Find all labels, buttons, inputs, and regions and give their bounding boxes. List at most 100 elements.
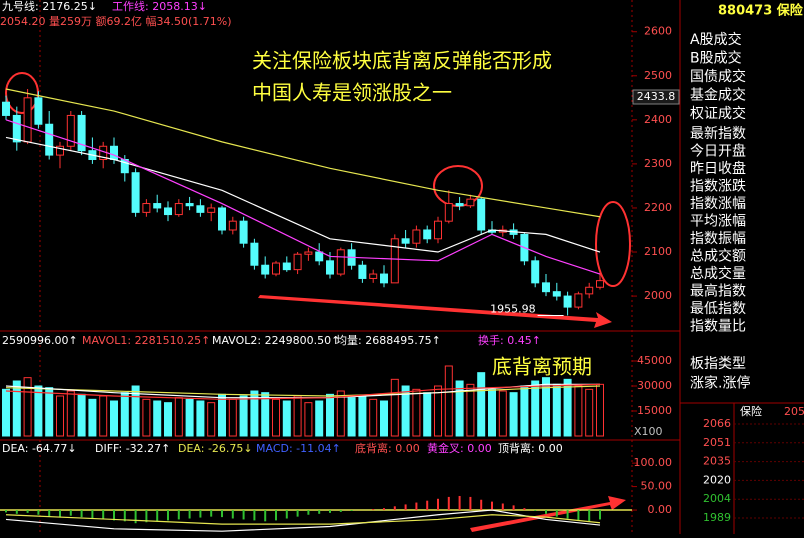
menu-item[interactable]: 平均涨幅 (690, 214, 746, 230)
menu-item[interactable]: 总成交量 (690, 265, 746, 282)
volume-bar (520, 385, 529, 437)
volume-bar (434, 385, 442, 437)
candle-body (412, 229, 421, 244)
menu-item[interactable]: A股成交 (690, 31, 742, 48)
current-price: 2433.8 (637, 90, 676, 103)
menu-item[interactable]: B股成交 (690, 50, 742, 67)
y-tick-label: 0.00 (648, 503, 673, 516)
info-text: DIFF: -32.27↑ (95, 442, 170, 455)
candle-body (423, 229, 432, 240)
candle-body (326, 260, 334, 275)
trend-arrow (470, 496, 626, 532)
volume-bar (66, 390, 75, 437)
volume-bar (412, 388, 421, 437)
annotation: 底背离预期 (492, 355, 592, 379)
menu-item[interactable]: 涨家.涨停 (690, 375, 750, 392)
line-series (5, 509, 601, 532)
candle-body (174, 203, 183, 216)
volume-bar (12, 380, 21, 437)
candle-body (164, 207, 172, 216)
info-text: 换手: 0.45↑ (478, 333, 541, 347)
info-text: 工作线: 2058.13↓ (112, 0, 207, 13)
volume-bar (315, 400, 324, 437)
volume-bar (174, 397, 183, 437)
menu-item[interactable]: 最低指数 (690, 301, 746, 317)
volume-bar (423, 392, 432, 437)
line-series (5, 383, 601, 400)
y-tick-label: 15000 (637, 404, 672, 417)
menu-item[interactable]: 基金成交 (690, 87, 746, 104)
volume-bar (552, 383, 561, 437)
candle-body (477, 198, 486, 231)
menu-item[interactable]: 指数振幅 (690, 231, 746, 247)
volume-bar (380, 400, 388, 437)
candle-body (455, 203, 464, 207)
info-text: DEA: -26.75↓ (178, 442, 253, 455)
volume-bar (250, 390, 259, 437)
menu-item[interactable]: 昨日收盘 (690, 160, 746, 177)
volume-bar (153, 400, 162, 437)
volume-bar (2, 388, 10, 437)
volume-bar (574, 385, 583, 437)
candle-body (596, 280, 604, 288)
trend-arrow (258, 295, 612, 328)
volume-bar (88, 398, 97, 437)
volume-bar (369, 398, 378, 437)
candle-body (401, 238, 410, 244)
candle-body (196, 205, 205, 213)
volume-bar (488, 388, 496, 437)
candle-body (228, 220, 237, 231)
volume-bar (99, 395, 108, 437)
volume-bar (498, 390, 507, 437)
candle-body (574, 293, 583, 308)
menu-item[interactable]: 板指类型 (690, 356, 746, 372)
candle-body (531, 260, 540, 284)
candle-body (282, 262, 291, 271)
info-text: 九号线: 2176.25↓ (2, 0, 97, 13)
volume-bar (34, 385, 43, 437)
line-series (5, 136, 601, 253)
volume-bar (207, 402, 216, 437)
menu-item[interactable]: 国债成交 (690, 68, 746, 85)
candle-body (434, 220, 442, 240)
candle-body (153, 203, 162, 209)
unit-label: X100 (634, 425, 663, 438)
volume-bar (455, 380, 464, 437)
candle-body (12, 114, 21, 143)
menu-item[interactable]: 指数量比 (690, 319, 746, 335)
info-text: 底背离: 0.00 (355, 441, 420, 455)
annotation: 中国人寿是领涨股之一 (252, 81, 452, 105)
panel-title: 880473 保险 (718, 3, 804, 19)
mini-tick-label: 2066 (703, 417, 731, 430)
y-tick-label: 2500 (644, 69, 672, 82)
menu-item[interactable]: 最高指数 (690, 283, 746, 300)
volume-bar (45, 387, 54, 437)
volume-bar (110, 400, 118, 437)
volume-bar (261, 392, 270, 437)
mini-tick-label: 1989 (703, 511, 731, 524)
menu-item[interactable]: 最新指数 (690, 126, 746, 142)
menu-item[interactable]: 指数涨跌 (690, 179, 746, 195)
y-tick-label: 100.00 (634, 456, 673, 469)
candle-body (358, 264, 367, 279)
menu-item[interactable]: 今日开盘 (690, 143, 746, 160)
mini-price: 2054. (784, 405, 804, 418)
volume-bar (120, 392, 129, 437)
menu-item[interactable]: 总成交额 (690, 248, 746, 265)
low-label: 1955.98 (490, 302, 536, 315)
y-tick-label: 2400 (644, 113, 672, 126)
menu-item[interactable]: 指数涨幅 (690, 196, 746, 212)
mini-tick-label: 2035 (703, 455, 731, 468)
y-tick-label: 2200 (644, 201, 672, 214)
volume-bar (585, 388, 594, 437)
candle-body (369, 273, 378, 279)
volume-bar (509, 392, 518, 437)
candle-body (23, 97, 32, 143)
line-series (5, 88, 601, 218)
volume-bar (542, 377, 550, 437)
candle-body (552, 291, 561, 297)
volume-bar (56, 395, 64, 437)
menu-item[interactable]: 权证成交 (690, 105, 746, 122)
